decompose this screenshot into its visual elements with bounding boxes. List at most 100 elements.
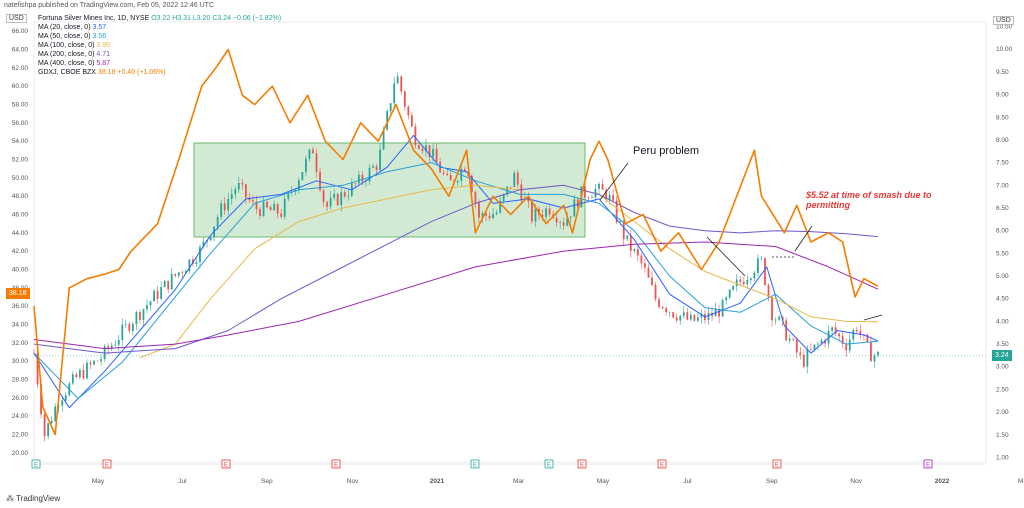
candle-body xyxy=(764,258,766,286)
candle-body xyxy=(591,197,593,199)
candle-body xyxy=(792,338,795,340)
left-tick-label: 60.00 xyxy=(12,83,29,90)
tradingview-logo[interactable]: ⁂ TradingView xyxy=(6,494,61,503)
right-tick-label: 10.00 xyxy=(996,46,1013,53)
candle-body xyxy=(421,148,424,152)
candle-body xyxy=(573,199,576,217)
left-tick-label: 58.00 xyxy=(12,102,29,109)
candle-body xyxy=(153,290,155,302)
candle-body xyxy=(64,395,67,401)
candle-body xyxy=(163,280,166,288)
left-tick-label: 20.00 xyxy=(12,450,29,457)
logo-icon: ⁂ xyxy=(6,494,14,503)
candle-body xyxy=(379,149,381,171)
candle-body xyxy=(262,201,265,217)
series-ma-200-close-0- xyxy=(33,184,879,354)
candle-body xyxy=(347,195,350,197)
candle-body xyxy=(658,299,660,307)
candle-body xyxy=(170,273,173,290)
legend-ma50[interactable]: MA (50, close, 0) 3.56 xyxy=(38,33,107,40)
candle-body xyxy=(110,345,113,350)
earnings-marker xyxy=(923,459,933,469)
earnings-letter: E xyxy=(775,463,779,469)
candle-body xyxy=(329,197,332,207)
right-tick-label: 1.50 xyxy=(996,432,1009,439)
candle-body xyxy=(838,333,841,337)
candle-body xyxy=(651,277,653,286)
series-lines xyxy=(33,48,986,436)
candle-body xyxy=(824,340,826,344)
left-tick-label: 66.00 xyxy=(12,28,29,35)
left-tick-label: 40.00 xyxy=(12,267,29,274)
legend-gdxj[interactable]: GDXJ, CBOE BZX 38.18 +0.40 (+1.06%) xyxy=(38,69,166,76)
candle-body xyxy=(174,273,177,276)
candle-body xyxy=(308,149,311,159)
candle-body xyxy=(739,279,742,282)
candle-body xyxy=(852,330,855,340)
left-tick-label: 56.00 xyxy=(12,120,29,127)
candle-body xyxy=(273,204,276,211)
candle-body xyxy=(96,360,99,362)
currency-left[interactable]: USD xyxy=(6,14,27,23)
x-tick-label: May xyxy=(597,478,610,485)
left-tick-label: 28.00 xyxy=(12,377,29,384)
candle-body xyxy=(725,297,728,301)
candle-body xyxy=(241,183,244,185)
grid-lines xyxy=(33,21,987,465)
candle-body xyxy=(71,374,74,384)
plot-frame xyxy=(33,21,987,463)
candle-body xyxy=(757,258,759,273)
earnings-letter: E xyxy=(105,463,109,469)
series-ma-20-close-0- xyxy=(33,134,879,409)
candlesticks xyxy=(33,72,879,442)
candle-body xyxy=(160,287,163,299)
candle-body xyxy=(131,324,134,332)
candle-body xyxy=(633,249,636,251)
candle-body xyxy=(675,317,678,321)
candle-body xyxy=(481,213,484,218)
candle-body xyxy=(767,285,770,298)
right-tick-label: 1.00 xyxy=(996,454,1009,461)
candle-body xyxy=(788,338,791,341)
candle-body xyxy=(209,237,212,241)
legend-ma200[interactable]: MA (200, close, 0) 4.71 xyxy=(38,51,110,58)
legend-ma100[interactable]: MA (100, close, 0) 3.99 xyxy=(38,42,110,49)
candle-body xyxy=(255,201,258,210)
candle-body xyxy=(354,182,357,184)
earnings-letter: E xyxy=(926,463,930,469)
candle-body xyxy=(244,184,247,198)
candle-body xyxy=(795,339,798,353)
candle-body xyxy=(442,172,445,174)
candle-body xyxy=(227,198,230,211)
candle-body xyxy=(382,129,385,150)
candle-body xyxy=(817,343,819,345)
candle-body xyxy=(124,323,127,325)
candle-body xyxy=(545,208,547,217)
candle-body xyxy=(386,111,389,130)
candle-body xyxy=(668,312,671,313)
candle-body xyxy=(555,217,558,223)
candle-body xyxy=(389,103,392,112)
right-tick-label: 8.00 xyxy=(996,137,1009,144)
legend-title: Fortuna Silver Mines Inc, 1D, NYSE xyxy=(38,15,150,22)
candle-body xyxy=(340,192,343,206)
candle-body xyxy=(230,194,233,199)
candle-body xyxy=(181,272,184,273)
candle-body xyxy=(661,306,664,309)
candle-body xyxy=(689,314,692,320)
currency-right[interactable]: USD xyxy=(993,16,1014,25)
legend-ma20[interactable]: MA (20, close, 0) 3.57 xyxy=(38,24,107,31)
right-tick-label: 3.00 xyxy=(996,364,1009,371)
candle-body xyxy=(531,201,533,222)
x-tick-label: Jul xyxy=(683,478,692,485)
earnings-marker xyxy=(577,459,587,469)
candle-body xyxy=(870,341,872,362)
candle-body xyxy=(778,316,781,320)
candle-body xyxy=(128,323,131,332)
candle-body xyxy=(276,204,279,214)
candle-body xyxy=(252,200,254,202)
left-tick-label: 50.00 xyxy=(12,175,29,182)
legend-ma400[interactable]: MA (400, close, 0) 5.87 xyxy=(38,60,110,67)
